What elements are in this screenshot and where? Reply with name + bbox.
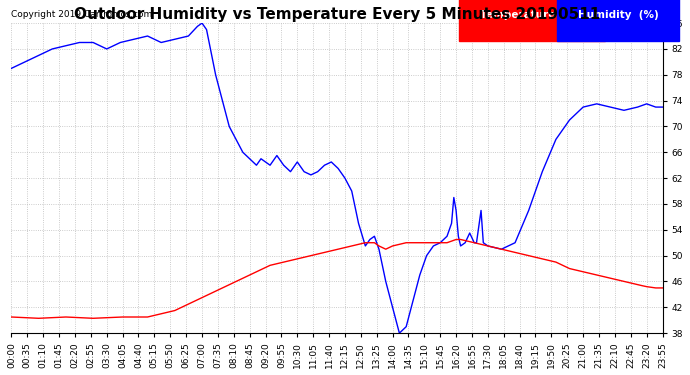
- Title: Outdoor Humidity vs Temperature Every 5 Minutes 20190511: Outdoor Humidity vs Temperature Every 5 …: [74, 7, 600, 22]
- Text: Copyright 2019 Cartronics.com: Copyright 2019 Cartronics.com: [12, 10, 152, 20]
- Text: Temperature  (°F): Temperature (°F): [480, 10, 584, 20]
- Text: Humidity  (%): Humidity (%): [578, 10, 659, 20]
